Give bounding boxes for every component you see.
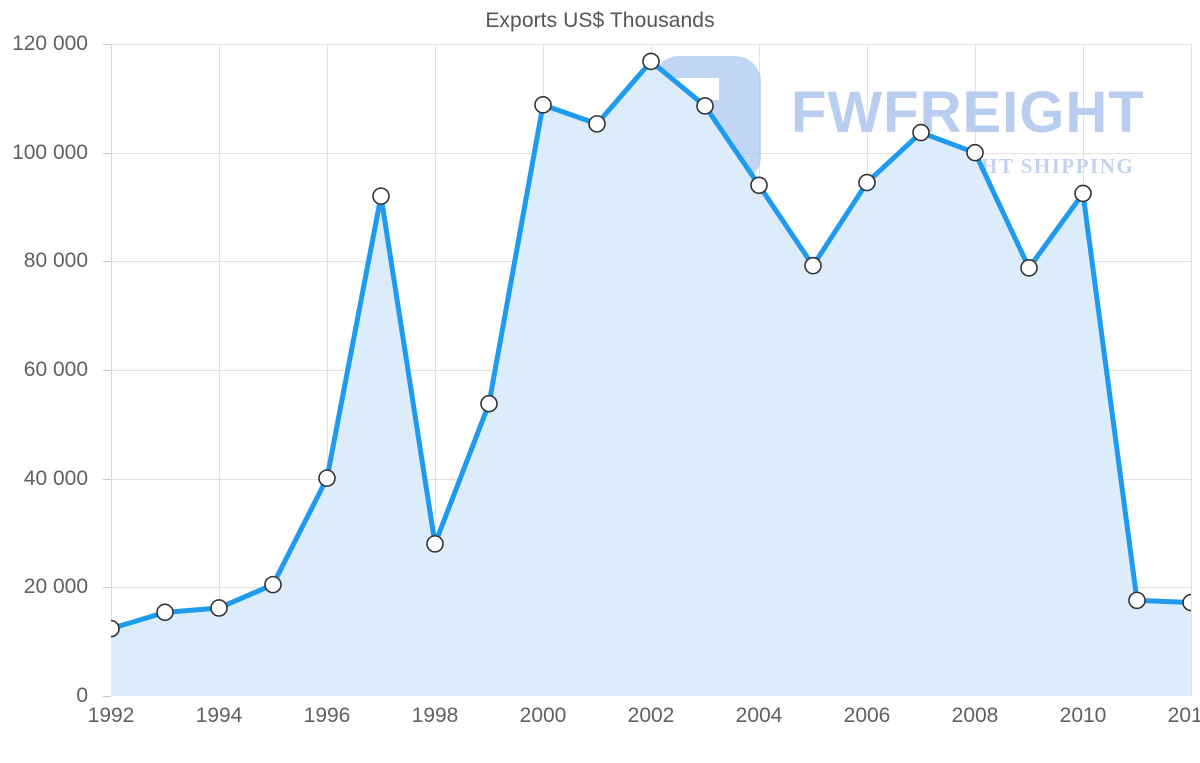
data-point-marker (966, 143, 984, 162)
x-axis-tick-label: 1998 (411, 704, 459, 727)
y-axis-tick-label: 80 000 (23, 249, 88, 273)
y-axis-tick-label: 20 000 (23, 575, 88, 599)
y-axis-tick-mark (103, 587, 111, 588)
data-point-marker (534, 96, 552, 114)
data-point-marker (318, 469, 336, 487)
data-point-marker (642, 52, 660, 71)
data-point-marker (804, 256, 822, 275)
data-point-marker (858, 173, 876, 192)
y-axis-tick-mark (103, 261, 111, 262)
y-axis-tick-label: 120 000 (12, 32, 88, 55)
plot-area: FWFREIGHT FREIGHT SHIPPING (111, 44, 1192, 696)
data-point-marker (1182, 593, 1191, 612)
data-point-marker (1074, 184, 1092, 203)
data-point-marker (480, 394, 498, 413)
data-point-marker (912, 123, 930, 142)
data-point-marker (372, 187, 390, 205)
y-axis-tick-mark (103, 479, 111, 480)
y-axis-tick-mark (103, 696, 111, 697)
data-point-marker (426, 535, 444, 553)
data-point-marker (588, 115, 606, 133)
x-axis-tick-label: 2000 (519, 704, 567, 727)
data-point-marker (1020, 259, 1038, 277)
x-axis-tick-label: 2008 (951, 704, 999, 727)
data-point-marker (156, 603, 174, 622)
x-axis-tick-label: 1994 (195, 704, 243, 727)
y-axis-tick-mark (103, 153, 111, 154)
x-axis-tick-label: 1992 (87, 704, 135, 727)
data-point-marker (750, 176, 768, 195)
area-fill (111, 61, 1191, 696)
x-axis-tick-label: 2012 (1167, 704, 1200, 727)
x-axis-tick-label: 2010 (1059, 704, 1107, 727)
data-point-marker (696, 97, 714, 115)
x-axis-tick-label: 1996 (303, 704, 351, 727)
gridline-vertical (435, 44, 436, 696)
data-point-marker (111, 619, 120, 638)
gridline-vertical (327, 44, 328, 696)
y-axis-tick-mark (103, 44, 111, 45)
x-axis-tick-label: 2006 (843, 704, 891, 727)
data-point-markers (111, 52, 1191, 638)
gridline-vertical (1191, 44, 1192, 696)
gridline-vertical (219, 44, 220, 696)
data-point-marker (1128, 591, 1146, 610)
data-point-marker (210, 599, 228, 617)
data-point-marker (264, 575, 282, 594)
y-axis-tick-label: 100 000 (12, 140, 88, 164)
y-axis-tick-mark (103, 370, 111, 371)
y-axis-tick-label: 60 000 (23, 358, 88, 381)
x-axis-tick-label: 2004 (735, 704, 783, 727)
y-axis-tick-label: 40 000 (23, 466, 88, 490)
series-layer (111, 52, 1191, 696)
chart-title: Exports US$ Thousands (485, 9, 715, 32)
y-axis-tick-label: 0 (76, 684, 88, 707)
x-axis-tick-label: 2002 (627, 704, 675, 727)
